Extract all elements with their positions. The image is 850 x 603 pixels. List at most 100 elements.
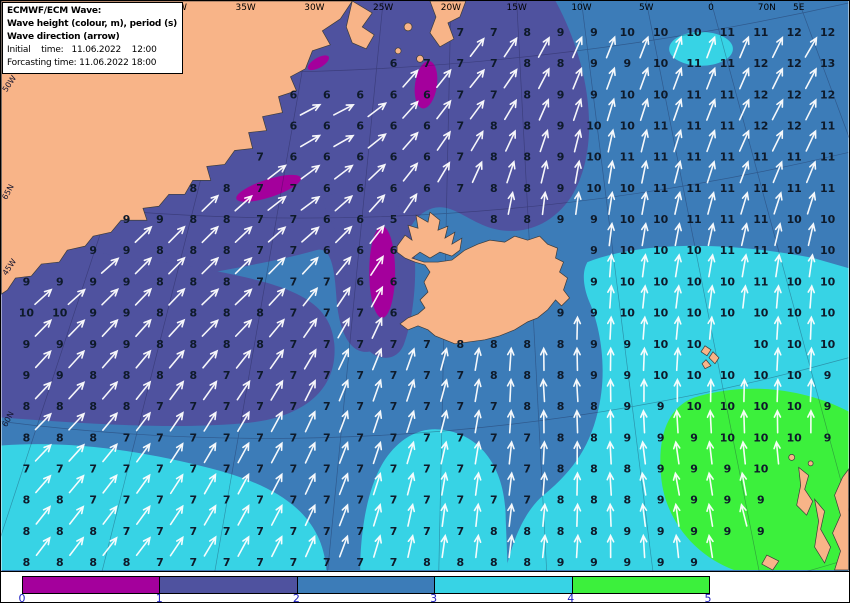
islet-1 <box>403 22 413 32</box>
wave-period-value: 7 <box>323 431 331 444</box>
wave-period-value: 6 <box>356 88 364 101</box>
wave-period-value: 7 <box>156 463 164 476</box>
wave-direction-arrow <box>268 287 286 306</box>
wave-direction-arrow <box>337 317 350 339</box>
meridian-line <box>214 1 315 571</box>
wave-direction-arrow <box>470 130 484 152</box>
wave-direction-arrow <box>34 319 53 337</box>
wave-period-value: 9 <box>623 431 631 444</box>
wave-direction-arrow <box>740 409 748 434</box>
wave-direction-arrow <box>474 377 482 403</box>
wave-direction-arrow <box>407 502 416 527</box>
wave-period-value: 7 <box>256 431 264 444</box>
region-0-1m-denmark-strait <box>369 226 396 318</box>
wave-direction-arrow <box>507 190 516 215</box>
wave-direction-arrow <box>503 68 518 89</box>
wave-direction-arrow <box>234 288 253 306</box>
wave-period-value: 9 <box>824 400 832 413</box>
wave-direction-arrow <box>35 536 51 557</box>
wave-direction-arrow <box>606 66 616 90</box>
wave-period-value: 10 <box>820 244 836 257</box>
wave-period-value: 11 <box>753 182 768 195</box>
wave-direction-arrow <box>707 191 716 215</box>
wave-direction-arrow <box>135 411 151 432</box>
wave-direction-arrow <box>367 133 387 149</box>
wave-direction-arrow <box>406 471 416 496</box>
wave-period-value: 5 <box>390 213 398 226</box>
wave-direction-arrow <box>774 284 782 309</box>
wave-period-value: 10 <box>620 182 636 195</box>
wave-direction-arrow <box>102 443 118 463</box>
wave-period-value: 6 <box>323 182 331 195</box>
wave-period-value: 7 <box>223 556 231 569</box>
wave-period-value: 8 <box>256 307 264 320</box>
wave-period-value: 8 <box>89 556 97 569</box>
wave-period-value: 7 <box>123 431 131 444</box>
wave-period-value: 8 <box>23 400 31 413</box>
wave-period-value: 8 <box>156 338 164 351</box>
wave-direction-arrow <box>605 35 616 59</box>
wave-direction-arrow <box>436 68 452 88</box>
wave-period-value: 7 <box>323 338 331 351</box>
wave-period-value: 9 <box>657 494 665 507</box>
wave-direction-arrow <box>406 378 416 402</box>
wave-direction-arrow <box>805 160 817 184</box>
wave-period-value: 11 <box>720 88 735 101</box>
landmass-greenland-coast-nub <box>345 1 375 50</box>
wave-period-value: 12 <box>753 119 768 132</box>
wave-direction-arrow <box>299 103 322 116</box>
wave-period-value: 11 <box>720 244 735 257</box>
wave-period-value: 8 <box>190 244 198 257</box>
wave-direction-arrow <box>268 318 285 338</box>
wave-period-value: 7 <box>256 400 264 413</box>
wave-period-value: 9 <box>557 307 565 320</box>
wave-direction-arrow <box>807 409 815 434</box>
map-title-box: ECMWF/ECM Wave: Wave height (colour, m),… <box>2 2 184 75</box>
wave-period-value: 9 <box>590 556 598 569</box>
wave-direction-arrow <box>368 163 387 181</box>
wave-direction-arrow <box>607 190 616 216</box>
wave-period-value: 6 <box>423 151 431 164</box>
wave-period-value: 12 <box>753 57 768 70</box>
wave-period-value: 7 <box>156 431 164 444</box>
region-0-1m-scoresby <box>414 60 438 109</box>
wave-period-value: 7 <box>457 57 465 70</box>
wave-period-value: 7 <box>457 182 465 195</box>
wave-direction-arrow <box>169 442 184 463</box>
wave-direction-arrow <box>134 256 153 275</box>
wave-period-value: 8 <box>256 338 264 351</box>
wave-period-value: 8 <box>190 275 198 288</box>
wave-period-value: 6 <box>390 119 398 132</box>
wave-period-value: 8 <box>23 431 31 444</box>
wave-period-value: 7 <box>390 525 398 538</box>
wave-direction-arrow <box>136 473 151 494</box>
wave-period-value: 10 <box>686 275 702 288</box>
wave-period-value: 10 <box>653 307 669 320</box>
wave-direction-arrow <box>674 190 683 215</box>
wave-period-value: 7 <box>190 525 198 538</box>
wave-period-value: 10 <box>19 307 35 320</box>
wave-direction-arrow <box>304 472 316 495</box>
wave-period-value: 11 <box>686 57 701 70</box>
wave-direction-arrow <box>471 160 483 184</box>
wave-period-value: 10 <box>620 307 636 320</box>
wave-direction-arrow <box>168 287 186 306</box>
wave-period-value: 7 <box>89 494 97 507</box>
wave-direction-arrow <box>773 440 781 465</box>
wave-period-value: 8 <box>89 431 97 444</box>
wave-period-value: 7 <box>457 525 465 538</box>
wave-direction-arrow <box>506 346 515 372</box>
wave-period-value: 10 <box>753 369 769 382</box>
wave-period-value: 8 <box>223 182 231 195</box>
region-3-4m-northeast-patch <box>669 31 733 66</box>
wave-direction-arrow <box>203 441 217 464</box>
wave-direction-arrow <box>741 253 749 278</box>
wave-period-value: 11 <box>720 182 735 195</box>
wave-direction-arrow <box>102 536 118 557</box>
wave-direction-arrow <box>539 346 548 372</box>
wave-period-value: 10 <box>753 338 769 351</box>
wave-direction-arrow <box>202 380 218 401</box>
wave-period-value: 10 <box>787 338 803 351</box>
wave-direction-arrow <box>405 347 416 371</box>
region-0-1m-coastal-2 <box>307 55 330 71</box>
